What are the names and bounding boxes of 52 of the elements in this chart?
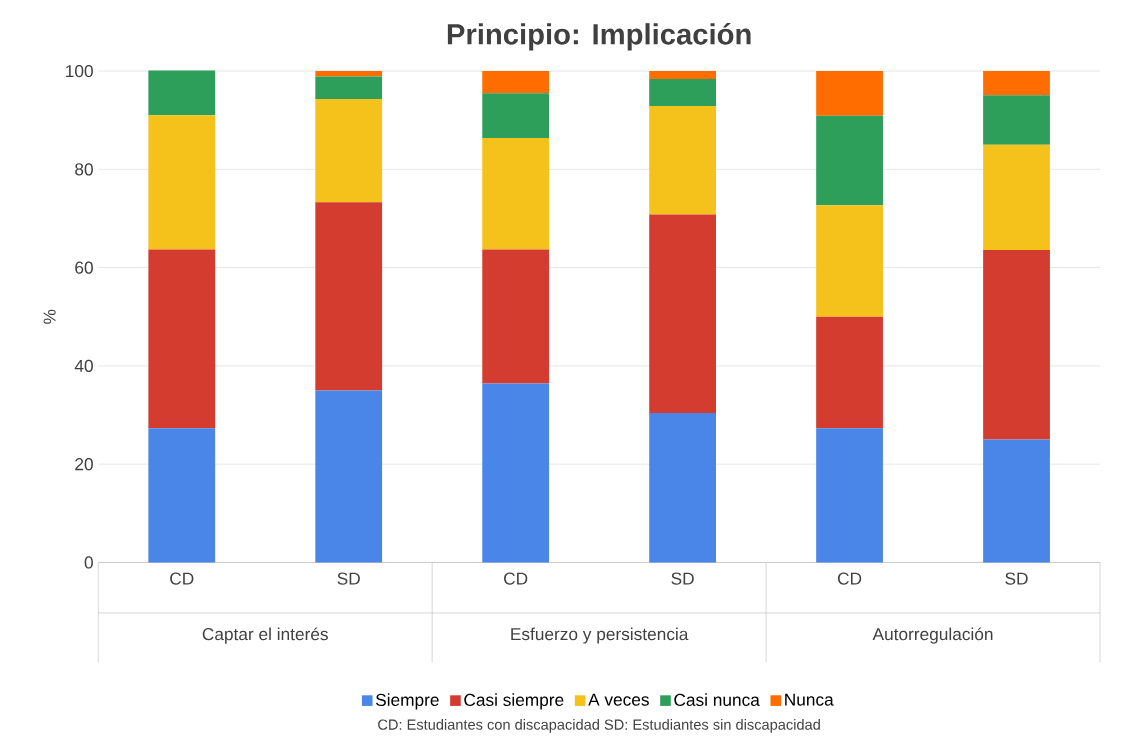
bar — [315, 99, 383, 203]
bar — [983, 71, 1050, 96]
text: Autorregulación — [872, 627, 993, 644]
x-tick-label: CD — [170, 572, 194, 585]
y-tick-label: 100 — [66, 64, 93, 78]
x-tick-label: SD — [1005, 572, 1028, 585]
y-tick-label: 20 — [75, 458, 93, 471]
x-tick-label: CD — [504, 572, 528, 585]
bar — [816, 71, 883, 116]
bar — [816, 316, 883, 429]
bar — [482, 71, 550, 94]
bar — [816, 115, 883, 206]
bar — [816, 428, 883, 563]
chart-title: Principio: Implicación — [447, 22, 751, 51]
bar — [649, 78, 716, 106]
y-tick-label: 40 — [74, 359, 93, 373]
y-tick-label: 80 — [75, 163, 93, 176]
legend-label: Casi nunca — [674, 693, 760, 707]
bar — [148, 428, 216, 563]
bar — [649, 71, 716, 79]
bar — [315, 390, 383, 563]
bar — [482, 93, 550, 138]
bar — [983, 439, 1050, 563]
bar — [148, 115, 216, 250]
bar — [315, 76, 383, 100]
bar — [148, 70, 216, 116]
bar — [482, 249, 550, 384]
y-tick-label: 60 — [75, 261, 93, 274]
y-tick-label: 0 — [84, 556, 93, 569]
bar — [148, 249, 216, 429]
bar — [649, 413, 716, 563]
legend-label: Siempre — [375, 693, 439, 710]
bar — [983, 144, 1050, 250]
bar — [482, 383, 550, 563]
bar — [816, 205, 883, 317]
bar — [649, 105, 716, 215]
bar — [315, 202, 383, 391]
x-tick-label: SD — [337, 572, 360, 585]
y-axis-title: % — [43, 309, 56, 324]
text: CD: Estudiantes con discapacidad SD: Estudiantes sin discapacidad — [378, 719, 820, 733]
legend-label: Casi siempre — [464, 693, 564, 710]
legend-label: Nunca — [785, 693, 834, 706]
bar — [482, 137, 550, 250]
bar — [649, 214, 716, 414]
x-tick-label: SD — [671, 572, 694, 585]
x-tick-label: CD — [837, 572, 862, 585]
bar — [315, 71, 383, 77]
bar — [983, 95, 1050, 145]
text: Esfuerzo y persistencia — [511, 627, 689, 644]
bar — [983, 249, 1050, 440]
text: Captar el interés — [202, 627, 328, 644]
legend-label: A veces — [588, 693, 649, 706]
